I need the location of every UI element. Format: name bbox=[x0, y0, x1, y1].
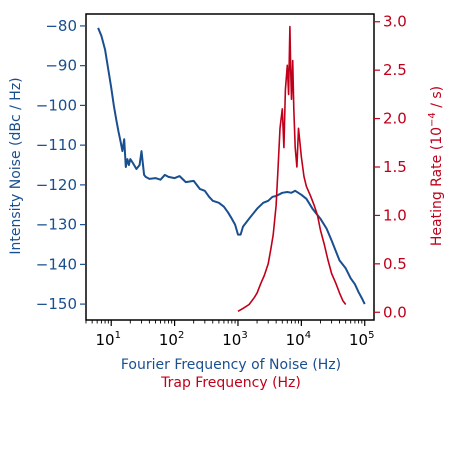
y-right-tick-label: 1.5 bbox=[383, 158, 407, 176]
x-tick-label-exponent: 5 bbox=[368, 330, 374, 341]
y-axis-label-right: Heating Rate (10−4 / s) bbox=[427, 86, 445, 246]
y-axis-label-right-suffix: / s) bbox=[429, 86, 445, 112]
x-tick-label-base: 10 bbox=[286, 331, 305, 349]
y-right-tick-label: 3.0 bbox=[383, 13, 407, 31]
y-left-tick-label: −110 bbox=[36, 136, 77, 154]
y-right-tick-label: 1.0 bbox=[383, 206, 407, 224]
x-axis-label-secondary: Trap Frequency (Hz) bbox=[160, 375, 301, 391]
x-tick-label-exponent: 1 bbox=[115, 330, 121, 341]
x-tick-label-base: 10 bbox=[95, 331, 114, 349]
y-left-tick-label: −130 bbox=[36, 216, 77, 234]
y-right-tick-label: 2.5 bbox=[383, 61, 407, 79]
series-line-intensity-noise bbox=[97, 27, 366, 305]
x-axis-label-primary: Fourier Frequency of Noise (Hz) bbox=[121, 357, 341, 373]
y-right-tick-label: 0.5 bbox=[383, 255, 407, 273]
series-line-heating-rate bbox=[237, 25, 347, 312]
y-left-tick-label: −80 bbox=[45, 17, 77, 35]
y-left-tick-label: −90 bbox=[45, 57, 77, 75]
plot-frame bbox=[85, 13, 375, 321]
y-left-tick-label: −150 bbox=[36, 295, 77, 313]
x-tick-label-exponent: 3 bbox=[241, 330, 247, 341]
y-right-tick-label: 0.0 bbox=[383, 303, 407, 321]
y-axis-label-right-exponent: −4 bbox=[427, 112, 438, 127]
x-tick-label-base: 10 bbox=[222, 331, 241, 349]
x-tick-label-base: 10 bbox=[349, 331, 368, 349]
ticks-layer: 101 102 103 104 105−80−90−100−110−120−130−14… bbox=[36, 13, 407, 349]
y-left-tick-label: −100 bbox=[36, 96, 77, 114]
x-tick-label-base: 10 bbox=[159, 331, 178, 349]
y-axis-label-right-prefix: Heating Rate (10 bbox=[429, 127, 445, 246]
x-tick-label: 101 bbox=[95, 330, 120, 349]
x-tick-label: 105 bbox=[349, 330, 374, 349]
y-right-tick-label: 2.0 bbox=[383, 110, 407, 128]
x-tick-label: 102 bbox=[159, 330, 184, 349]
y-left-tick-label: −120 bbox=[36, 176, 77, 194]
x-tick-label: 104 bbox=[286, 330, 311, 349]
x-tick-label-exponent: 4 bbox=[305, 330, 311, 341]
y-left-tick-label: −140 bbox=[36, 255, 77, 273]
lines-layer bbox=[97, 25, 366, 312]
y-axis-label-left: Intensity Noise (dBc / Hz) bbox=[8, 77, 24, 254]
x-tick-label-exponent: 2 bbox=[178, 330, 184, 341]
x-tick-label: 103 bbox=[222, 330, 247, 349]
